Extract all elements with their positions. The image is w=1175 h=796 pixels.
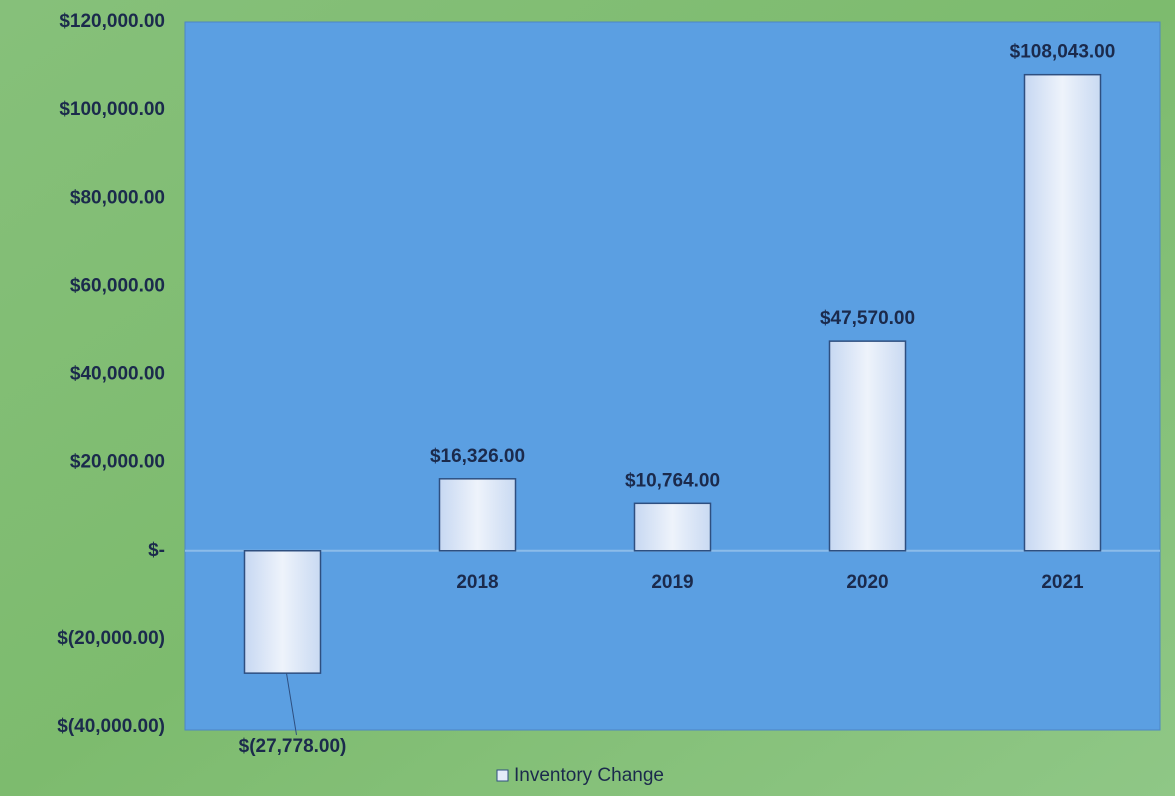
y-tick-label: $-	[148, 540, 165, 561]
bar	[828, 340, 907, 552]
x-tick-label: 2021	[1041, 572, 1084, 593]
legend-swatch	[496, 769, 509, 782]
y-tick-label: $(20,000.00)	[57, 628, 165, 649]
value-label: $47,570.00	[820, 308, 915, 329]
y-tick-label: $80,000.00	[70, 187, 165, 208]
bar	[1023, 73, 1102, 552]
y-tick-label: $60,000.00	[70, 275, 165, 296]
bar	[438, 478, 517, 552]
y-tick-label: $(40,000.00)	[57, 716, 165, 737]
y-tick-label: $20,000.00	[70, 452, 165, 473]
x-tick-label: 2020	[846, 572, 888, 593]
x-tick-label: 2019	[651, 572, 693, 593]
value-label: $108,043.00	[1010, 42, 1116, 63]
y-tick-label: $40,000.00	[70, 364, 165, 385]
y-tick-label: $120,000.00	[59, 11, 165, 32]
value-label: $16,326.00	[430, 446, 525, 467]
bar	[633, 502, 712, 552]
y-tick-label: $100,000.00	[59, 99, 165, 120]
value-label: $(27,778.00)	[239, 736, 347, 757]
x-tick-label: 2018	[456, 572, 498, 593]
bar	[243, 550, 322, 674]
legend-label: Inventory Change	[514, 765, 664, 786]
leader-line	[286, 673, 297, 736]
value-label: $10,764.00	[625, 470, 720, 491]
plot-area	[184, 21, 1161, 731]
